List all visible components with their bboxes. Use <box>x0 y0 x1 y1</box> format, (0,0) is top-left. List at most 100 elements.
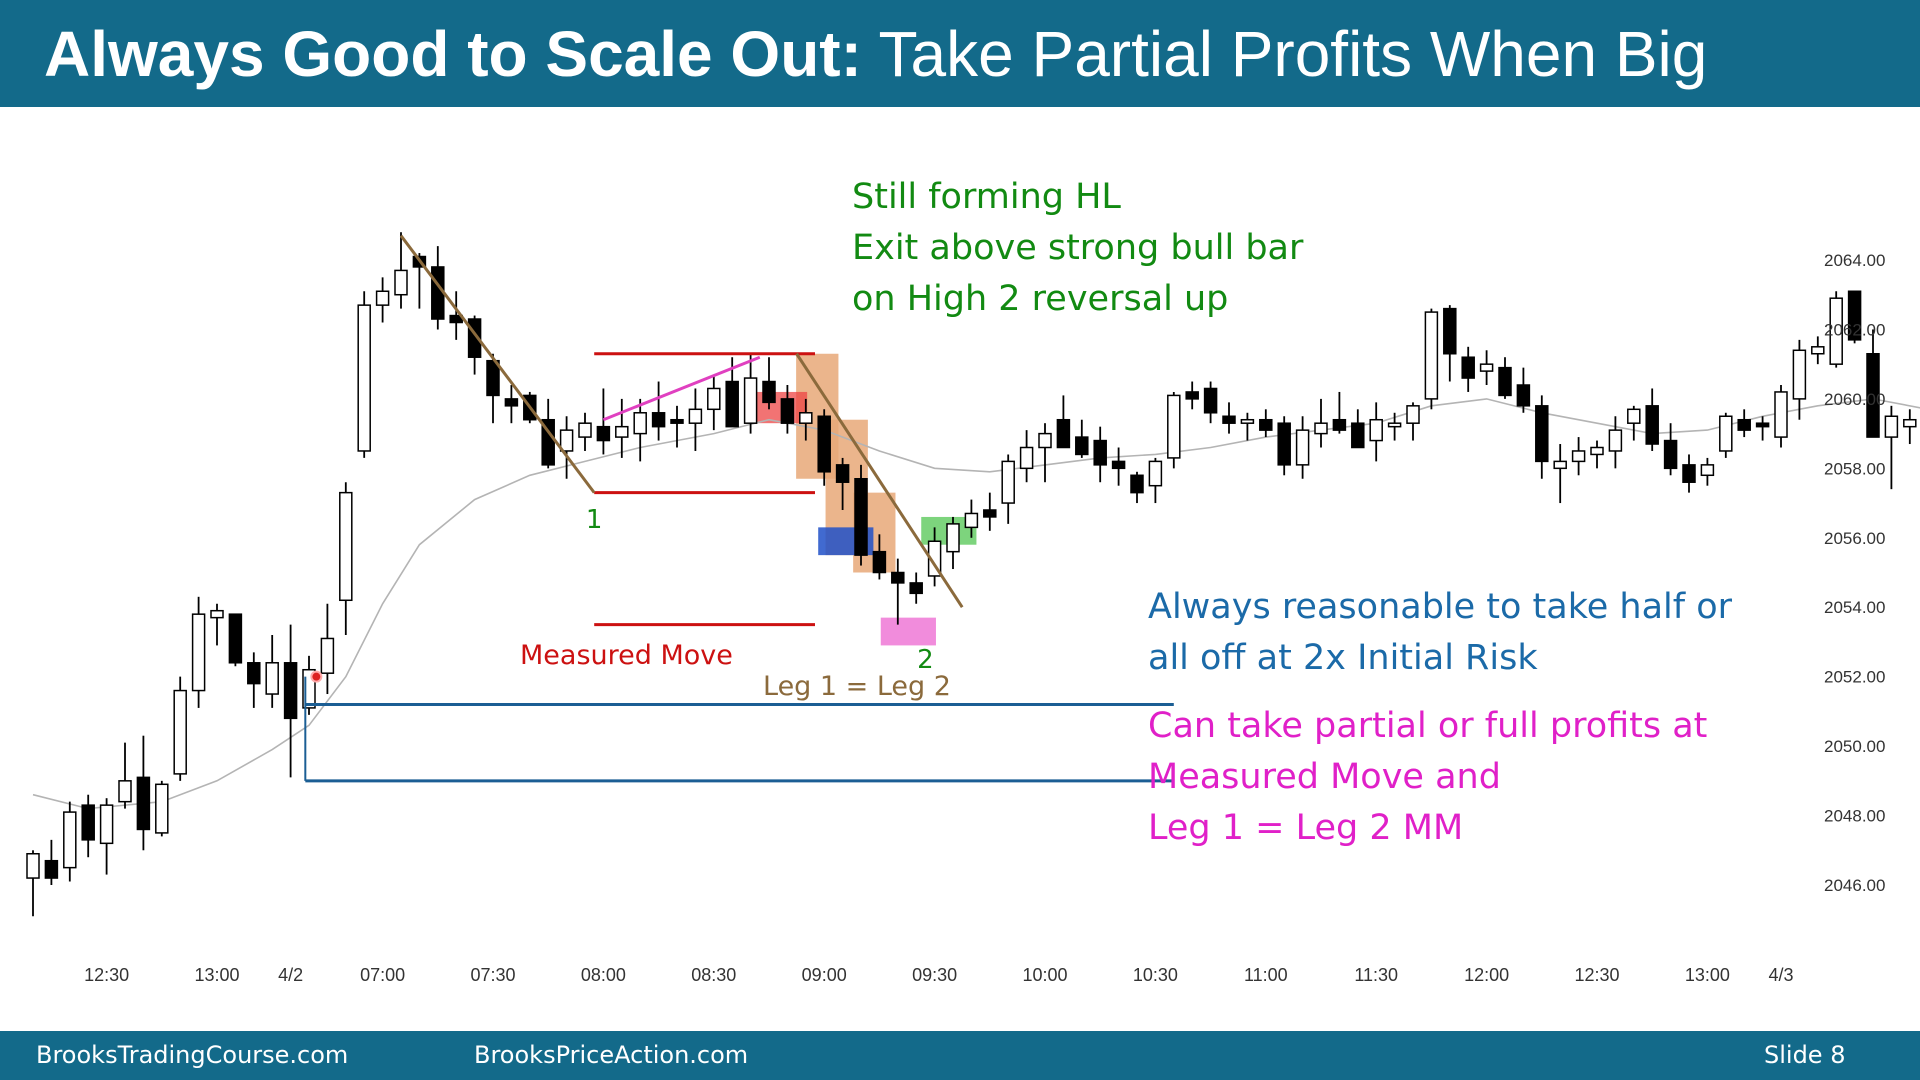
y-tick-label: 2054.00 <box>1824 598 1885 617</box>
x-tick-label: 09:30 <box>912 965 957 985</box>
green-annotation: Still forming HL Exit above strong bull … <box>852 172 1303 325</box>
y-tick-label: 2064.00 <box>1824 251 1885 270</box>
bull-candle <box>191 613 206 692</box>
bull-candle <box>578 422 592 438</box>
bear-candle <box>81 804 95 841</box>
bull-candle <box>1627 408 1641 424</box>
bear-candle <box>541 418 555 466</box>
y-tick-label: 2058.00 <box>1824 459 1885 478</box>
bull-candle <box>1700 464 1715 477</box>
bull-candle <box>357 304 371 452</box>
x-tick-label: 12:00 <box>1464 965 1509 985</box>
magenta-annotation-line: Leg 1 = Leg 2 MM <box>1148 808 1464 848</box>
bear-candle <box>1277 422 1291 466</box>
bull-candle <box>210 609 224 619</box>
blue-annotation-line: Always reasonable to take half or <box>1148 587 1733 627</box>
bull-candle <box>1295 429 1310 466</box>
bull-candle <box>155 783 169 834</box>
y-tick-label: 2046.00 <box>1824 876 1885 895</box>
bull-candle <box>1719 415 1733 452</box>
footer-site-middle: BrooksPriceAction.com <box>474 1041 749 1069</box>
y-tick-label: 2062.00 <box>1824 320 1885 339</box>
y-tick-label: 2060.00 <box>1824 390 1885 409</box>
wedge-line <box>602 355 761 422</box>
bear-candle <box>1682 464 1696 483</box>
bear-candle <box>780 398 795 424</box>
bull-candle <box>1167 394 1181 459</box>
bear-candle <box>817 415 831 473</box>
bull-candle <box>946 523 960 553</box>
bear-candle <box>1737 418 1751 431</box>
bull-candle <box>1479 363 1494 372</box>
footer-bar: BrooksTradingCourse.com BrooksPriceActio… <box>0 1031 1920 1080</box>
bull-candle <box>26 853 40 879</box>
bull-candle <box>173 689 187 775</box>
bear-candle <box>228 613 243 664</box>
x-tick-label: 07:00 <box>360 965 405 985</box>
x-tick-label: 08:00 <box>581 965 626 985</box>
slide-number: Slide 8 <box>1764 1041 1846 1069</box>
y-tick-label: 2048.00 <box>1824 807 1885 826</box>
bull-candle <box>1829 297 1843 365</box>
green-annotation-line: on High 2 reversal up <box>852 279 1229 319</box>
bull-candle <box>265 662 279 695</box>
bear-candle <box>596 425 611 442</box>
bear-candle <box>431 266 445 320</box>
bull-candle <box>320 637 335 674</box>
title-bar: Always Good to Scale Out: Take Partial P… <box>0 0 1920 107</box>
bear-candle <box>1130 474 1144 494</box>
bear-candle <box>1093 439 1107 466</box>
bull-candle <box>615 425 629 438</box>
bull-candle <box>1019 446 1034 470</box>
bull-candle <box>394 269 408 296</box>
bull-candle <box>375 290 390 306</box>
x-tick-label: 12:30 <box>1574 965 1619 985</box>
leg1-label: 1 <box>586 505 603 535</box>
bear-candle <box>1535 405 1549 463</box>
y-tick-label: 2052.00 <box>1824 668 1885 687</box>
leg2-label: 2 <box>917 645 934 675</box>
slide-title: Always Good to Scale Out: Take Partial P… <box>44 14 1707 94</box>
bear-candle <box>1847 290 1862 341</box>
bull-candle <box>1571 450 1586 463</box>
entry-dot <box>310 670 323 683</box>
bear-candle <box>44 859 59 879</box>
x-tick-label: 4/3 <box>1768 965 1793 985</box>
bull-candle <box>1369 418 1383 442</box>
bull-candle <box>1608 429 1623 452</box>
bull-candle <box>1811 346 1825 355</box>
bull-candle <box>1590 446 1604 456</box>
bull-candle <box>633 412 647 435</box>
bull-candle <box>1792 349 1807 400</box>
bull-candle <box>1038 432 1052 449</box>
ema-line <box>32 398 1920 810</box>
bear-candle <box>1185 391 1199 400</box>
bull-candle <box>1001 460 1015 504</box>
bull-candle <box>707 387 721 411</box>
leg2-trendline <box>795 352 964 609</box>
bull-candle <box>1148 460 1163 487</box>
bear-candle <box>1461 356 1475 379</box>
x-tick-label: 12:30 <box>84 965 129 985</box>
bear-candle <box>1075 436 1089 456</box>
bear-candle <box>891 571 905 584</box>
bull-candle <box>559 429 574 452</box>
bear-candle <box>1111 460 1126 470</box>
bear-candle <box>983 509 997 518</box>
bear-candle <box>1351 422 1365 449</box>
bear-candle <box>854 478 868 556</box>
bear-candle <box>1056 418 1071 449</box>
bear-candle <box>725 380 739 428</box>
bear-candle <box>504 398 519 407</box>
magenta-annotation: Can take partial or full profits at Meas… <box>1148 701 1707 854</box>
x-tick-label: 4/2 <box>278 965 303 985</box>
bull-candle <box>964 512 979 529</box>
x-tick-label: 11:30 <box>1354 965 1398 985</box>
blue-annotation-line: all off at 2x Initial Risk <box>1148 638 1538 678</box>
x-tick-label: 09:00 <box>802 965 847 985</box>
blue-annotation: Always reasonable to take half or all of… <box>1148 582 1732 684</box>
bull-candle <box>1387 422 1402 428</box>
bull-candle <box>743 377 758 424</box>
bear-candle <box>1866 353 1880 438</box>
x-tick-label: 10:30 <box>1133 965 1178 985</box>
